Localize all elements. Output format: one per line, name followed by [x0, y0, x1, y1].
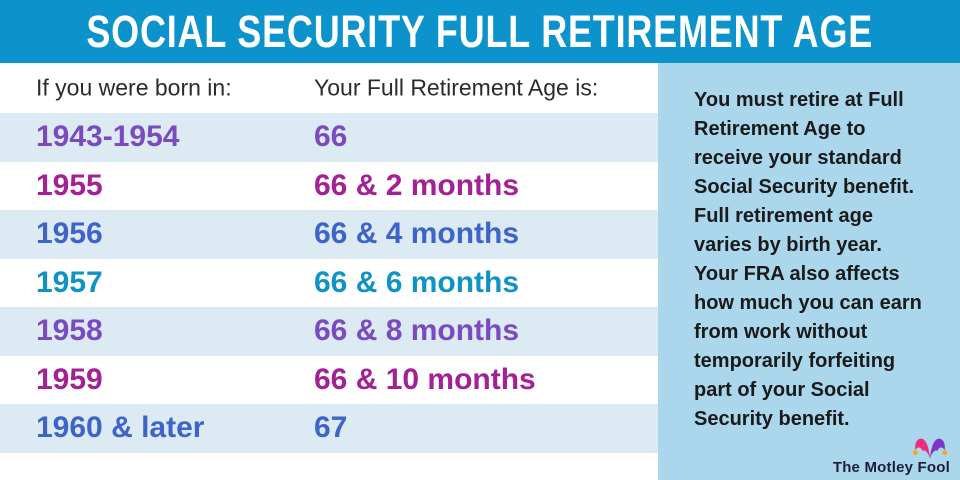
retirement-age-cell: 66 & 2 months — [314, 168, 520, 202]
table-row: 1957 66 & 6 months — [0, 258, 658, 307]
table-body: 1943-1954 66 1955 66 & 2 months 1956 66 … — [0, 113, 658, 453]
retirement-age-cell: 66 & 6 months — [314, 265, 520, 299]
motley-fool-logo: The Motley Fool — [833, 436, 950, 476]
retirement-age-cell: 66 & 10 months — [314, 362, 536, 396]
table-row: 1958 66 & 8 months — [0, 307, 658, 356]
column-header-born: If you were born in: — [36, 74, 232, 101]
header-bar: SOCIAL SECURITY FULL RETIREMENT AGE — [0, 0, 960, 63]
retirement-age-cell: 66 & 8 months — [314, 314, 520, 348]
born-year-cell: 1943-1954 — [36, 120, 180, 154]
born-year-cell: 1957 — [36, 265, 103, 299]
table-row: 1960 & later 67 — [0, 404, 658, 453]
brand-name: The Motley Fool — [832, 459, 950, 476]
born-year-cell: 1956 — [36, 217, 103, 251]
born-year-cell: 1959 — [36, 362, 103, 396]
page-title: SOCIAL SECURITY FULL RETIREMENT AGE — [86, 6, 874, 57]
jester-hat-icon — [912, 438, 948, 460]
sidebar-note: You must retire at Full Retirement Age t… — [694, 89, 922, 430]
retirement-age-table: If you were born in: Your Full Retiremen… — [0, 63, 658, 480]
table-header-row: If you were born in: Your Full Retiremen… — [0, 63, 658, 113]
sidebar: You must retire at Full Retirement Age t… — [658, 63, 960, 480]
table-row: 1956 66 & 4 months — [0, 210, 658, 259]
born-year-cell: 1955 — [36, 168, 103, 202]
table-row: 1959 66 & 10 months — [0, 355, 658, 404]
born-year-cell: 1960 & later — [36, 411, 205, 445]
table-row: 1955 66 & 2 months — [0, 161, 658, 210]
retirement-age-cell: 67 — [314, 411, 348, 445]
born-year-cell: 1958 — [36, 314, 103, 348]
retirement-age-cell: 66 & 4 months — [314, 217, 520, 251]
column-header-age: Your Full Retirement Age is: — [314, 74, 599, 101]
retirement-age-cell: 66 — [314, 120, 348, 154]
table-row: 1943-1954 66 — [0, 113, 658, 162]
